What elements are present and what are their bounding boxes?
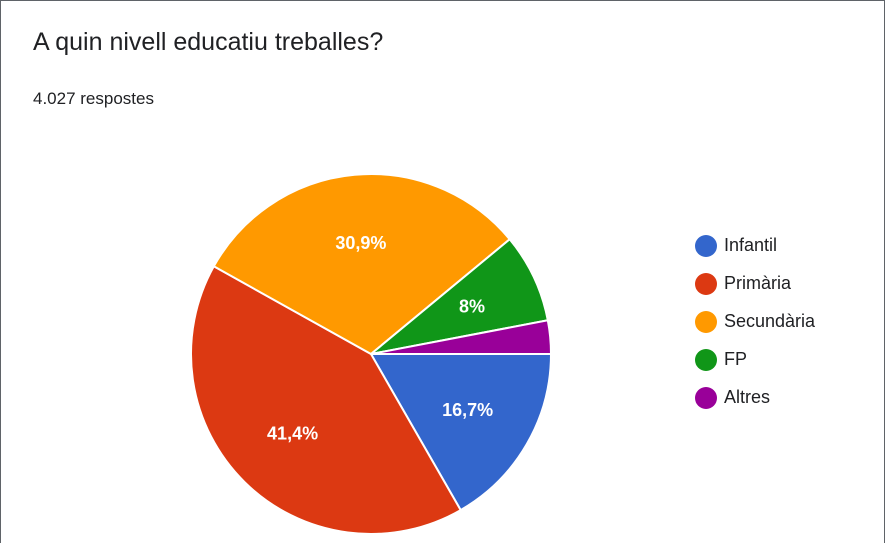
- pie-slice-infantil[interactable]: [369, 353, 553, 512]
- pie-slice-secundària[interactable]: [212, 173, 512, 356]
- legend-label: FP: [724, 349, 748, 369]
- response-count: 4.027 respostes: [33, 89, 154, 108]
- slice-label-fp: 8%: [459, 296, 485, 316]
- legend-item-secundària[interactable]: Secundària: [695, 309, 815, 334]
- legend-label: Primària: [724, 273, 792, 293]
- slice-label-secundària: 30,9%: [335, 233, 386, 253]
- pie-slice-altres[interactable]: [370, 319, 553, 355]
- slice-label-infantil: 16,7%: [442, 400, 493, 420]
- legend-swatch: [695, 310, 717, 333]
- chart-legend: Infantil Primària Secundària FP Altres: [695, 233, 815, 423]
- legend-swatch: [695, 234, 717, 257]
- legend-item-infantil[interactable]: Infantil: [695, 233, 815, 258]
- legend-swatch: [695, 348, 717, 371]
- legend-swatch: [695, 272, 717, 295]
- legend-label: Infantil: [724, 235, 778, 255]
- legend-item-fp[interactable]: FP: [695, 347, 815, 372]
- legend-swatch: [695, 386, 717, 409]
- slice-label-primària: 41,4%: [267, 423, 318, 443]
- legend-label: Secundària: [724, 311, 816, 331]
- pie-slice-primària[interactable]: [190, 264, 463, 535]
- legend-label: Altres: [724, 387, 771, 407]
- legend-item-altres[interactable]: Altres: [695, 385, 815, 410]
- legend-item-primària[interactable]: Primària: [695, 271, 815, 296]
- question-title: A quin nivell educatiu treballes?: [33, 28, 384, 56]
- pie-slice-fp[interactable]: [370, 237, 549, 355]
